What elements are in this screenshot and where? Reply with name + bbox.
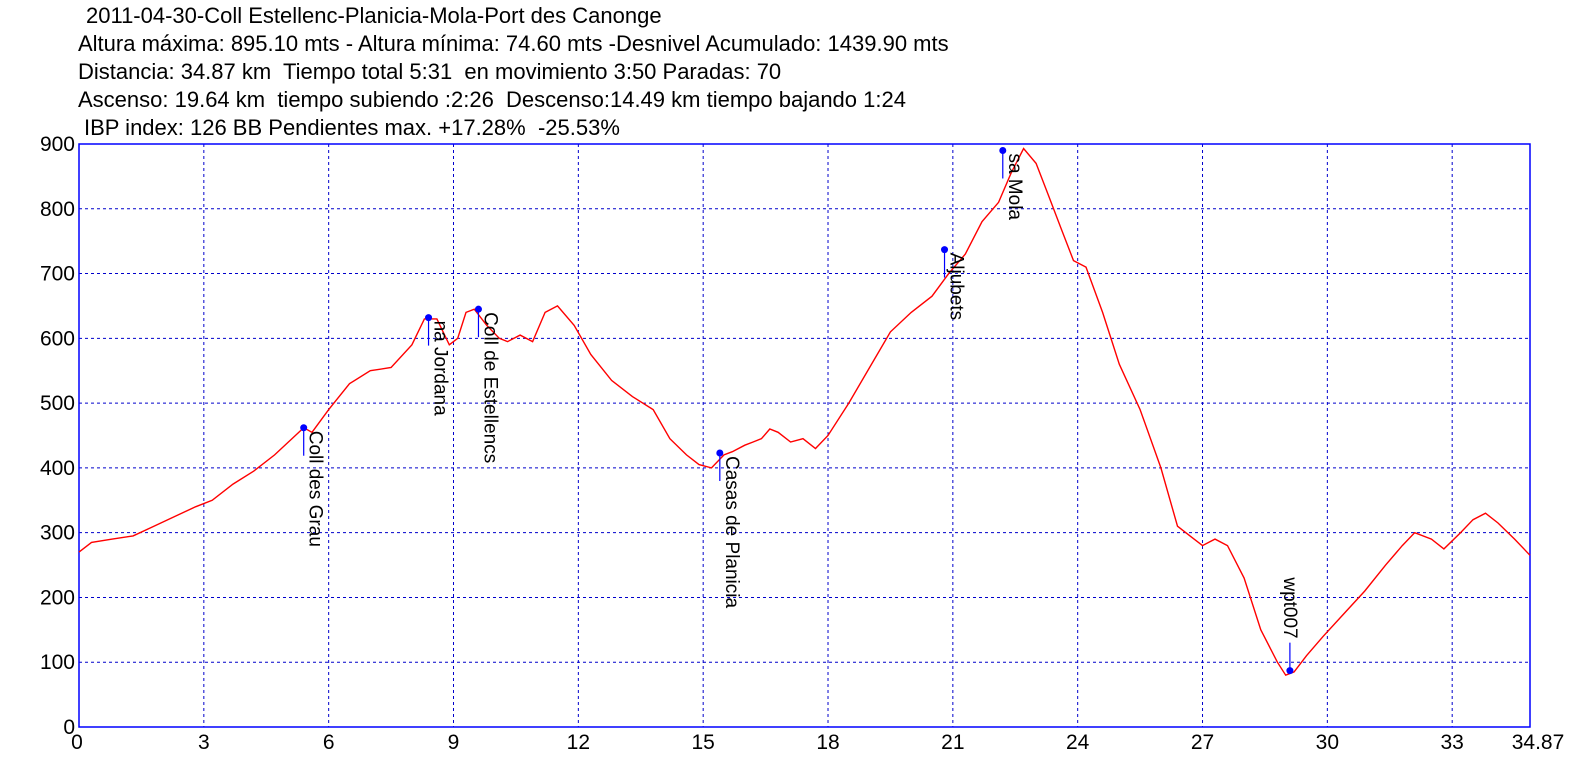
y-tick-label: 900 [40,133,75,156]
waypoint-markers: Coll des Grau na Jordana Coll de Estellenc… [300,146,1300,675]
x-tick-label: 27 [1191,731,1214,754]
plot-frame [78,143,1531,728]
waypoint-label: na Jordana [430,321,451,417]
waypoint-label: Casas de Planicia [721,456,742,609]
waypoint: Casas de Planicia [716,449,742,609]
x-tick-label: 18 [816,731,839,754]
waypoint: na Jordana [425,314,451,416]
y-tick-label: 400 [40,457,75,480]
distance-summary: Distancia: 34.87 km Tiempo total 5:31 en… [78,59,782,84]
y-tick-label: 500 [40,392,75,415]
x-tick-label: 30 [1316,731,1339,754]
ascent-descent-summary: Ascenso: 19.64 km tiempo subiendo :2:26 … [78,87,906,112]
waypoint-label: Aljubets [946,253,967,321]
y-tick-label: 100 [40,651,75,674]
y-tick-label: 200 [40,586,75,609]
waypoint-dot [716,449,724,457]
waypoint: wpt007 [1279,576,1300,675]
y-tick-label: 0 [63,716,75,739]
x-axis-ticks: 0 3 6 9 12 15 18 21 24 27 30 33 34.87 [71,731,1564,754]
x-tick-label: 12 [567,731,590,754]
waypoint: Coll des Grau [300,424,326,547]
x-tick-label: 6 [323,731,335,754]
waypoint-label: Coll de Estellencs [479,312,500,463]
x-tick-label: 0 [71,731,83,754]
waypoint-label: sa Mola [1004,153,1025,220]
altitude-summary: Altura máxima: 895.10 mts - Altura mínim… [78,31,949,56]
y-axis-ticks: 0 100 200 300 400 500 600 700 800 900 [40,133,75,739]
waypoint-dot [941,246,949,254]
x-tick-label: 24 [1066,731,1090,754]
chart-title: 2011-04-30-Coll Estellenc-Planicia-Mola-… [86,3,662,28]
x-tick-label: 34.87 [1512,731,1565,754]
waypoint-dot [1286,667,1294,675]
x-tick-label: 21 [941,731,964,754]
waypoint: Coll de Estellencs [474,305,500,463]
y-tick-label: 300 [40,522,75,545]
elevation-profile-line [78,147,1531,677]
y-tick-label: 800 [40,198,75,221]
x-tick-label: 33 [1441,731,1464,754]
ibp-summary: IBP index: 126 BB Pendientes max. +17.28… [84,115,620,140]
x-tick-label: 15 [691,731,714,754]
waypoint-label: wpt007 [1279,576,1300,638]
waypoint-dot [999,146,1007,154]
y-tick-label: 600 [40,327,75,350]
grid-lines [79,144,1530,727]
waypoint-dot [300,424,308,432]
waypoint-dot [474,305,482,313]
x-tick-label: 9 [448,731,460,754]
waypoint: Aljubets [941,246,967,320]
waypoint-label: Coll des Grau [305,431,326,547]
waypoint: sa Mola [999,146,1025,220]
x-tick-label: 3 [198,731,210,754]
y-tick-label: 700 [40,263,75,286]
waypoint-dot [425,314,433,322]
